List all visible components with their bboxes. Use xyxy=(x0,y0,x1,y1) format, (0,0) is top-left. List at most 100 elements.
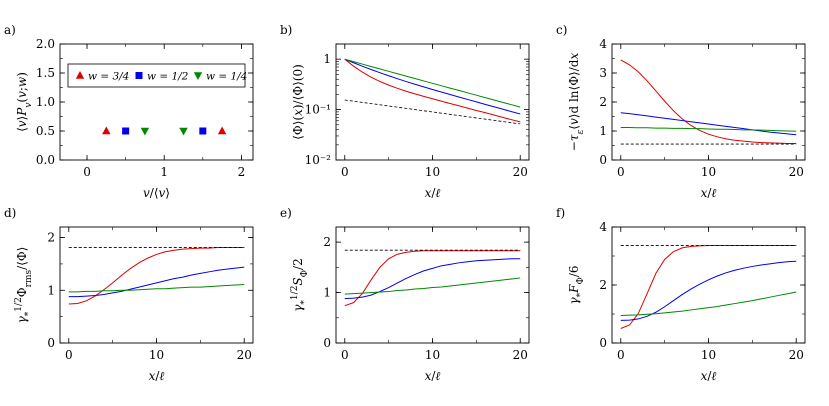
y-axis-label: γ*FΦ/6 xyxy=(567,265,586,304)
x-axis-label: x/ℓ xyxy=(149,369,165,383)
y-tick-label: 0 xyxy=(599,153,607,167)
panel-d: d) 0 10 20 0 1 2 x/ℓ γ*1/2Φrms/⟨Φ⟩ xyxy=(4,206,254,383)
x-axis-label: x/ℓ xyxy=(701,369,717,383)
x-axis-label: x/ℓ xyxy=(425,186,441,200)
label-part: ⟨ xyxy=(567,125,581,130)
y-tick-label: 0 xyxy=(599,336,607,350)
data-point-square xyxy=(122,127,130,135)
legend-marker-square xyxy=(135,72,143,79)
series-line-w-1-2 xyxy=(344,258,521,300)
label-part: /2 xyxy=(291,258,305,270)
series-line-w-1-2 xyxy=(620,112,797,136)
label-part: x xyxy=(701,186,708,200)
y-axis-label: −τε⟨v⟩d ln⟨Φ⟩/dx xyxy=(567,53,586,152)
x-tick-label: 0 xyxy=(65,348,73,362)
y-tick-label: 1 xyxy=(323,286,331,300)
label-part: /⟨Φ⟩ xyxy=(15,247,29,270)
series-line-w-1-2 xyxy=(344,58,521,115)
data-point-triangle-down xyxy=(140,127,150,136)
label-part: / xyxy=(707,186,712,200)
axes-frame xyxy=(611,226,806,344)
axes-frame xyxy=(59,43,254,161)
x-tick-label: 20 xyxy=(789,165,804,179)
panel-e: e) 0 10 20 0 1 2 x/ℓ γ*1/2SΦ/2 xyxy=(280,206,530,383)
x-axis-label: x/ℓ xyxy=(701,186,717,200)
label-part: ℓ xyxy=(435,186,440,200)
label-part: Φ xyxy=(300,270,310,277)
label-part: 1/2 xyxy=(290,286,300,300)
data-point-triangle-up xyxy=(217,126,227,135)
plot-area xyxy=(102,126,227,136)
legend-box xyxy=(67,63,246,88)
y-tick-label: 2 xyxy=(323,235,331,249)
label-part: P xyxy=(15,107,29,117)
legend-marker-triangle-down xyxy=(193,72,203,80)
x-tick-label: 20 xyxy=(513,348,528,362)
x-tick-label: 10 xyxy=(701,165,716,179)
label-part: v xyxy=(15,120,29,127)
label-part: rms xyxy=(24,270,34,288)
y-tick-label: 4 xyxy=(599,220,607,234)
y-axis-label: ⟨v⟩Pv(v;w) xyxy=(15,72,34,132)
panel-label: c) xyxy=(556,23,567,37)
label-part: w xyxy=(15,76,29,87)
label-part: x xyxy=(701,369,708,383)
plot-area xyxy=(620,245,797,329)
y-tick-label: 1.5 xyxy=(36,66,55,80)
label-part: v xyxy=(567,118,581,125)
x-tick-label: 1 xyxy=(160,165,168,179)
y-tick-label: 1 xyxy=(47,283,55,297)
panel-label: d) xyxy=(4,206,16,220)
panel-label: b) xyxy=(280,23,292,37)
series-line-w-3-4 xyxy=(620,59,797,144)
label-part: )/⟨Φ⟩(0) xyxy=(291,64,305,109)
data-point-square xyxy=(199,127,207,135)
label-part: x xyxy=(291,109,305,116)
y-tick-label: 2 xyxy=(47,231,55,245)
legend-label: w = 1/4 xyxy=(206,71,247,83)
label-part: / xyxy=(155,369,160,383)
x-tick-label: 20 xyxy=(789,348,804,362)
series-line-w-1-2 xyxy=(68,266,245,298)
label-part: /6 xyxy=(567,265,581,277)
y-tick-label: 0.0 xyxy=(36,153,55,167)
label-part: ) xyxy=(15,72,29,77)
x-tick-label: 20 xyxy=(237,348,252,362)
series-line-asymptote xyxy=(344,99,521,125)
label-part: F xyxy=(567,284,581,294)
y-tick-label: 0 xyxy=(47,336,55,350)
label-part: ε xyxy=(576,130,586,135)
label-part: ℓ xyxy=(711,369,716,383)
label-part: − xyxy=(567,141,581,151)
y-tick-label: 1.0 xyxy=(36,95,55,109)
series-line-w-3-4 xyxy=(344,58,521,123)
series-line-w-3-4 xyxy=(344,250,521,307)
label-part: v xyxy=(24,103,34,108)
label-part: ⟨Φ⟩( xyxy=(291,116,305,140)
label-part: ℓ xyxy=(435,369,440,383)
label-part: v xyxy=(143,186,150,200)
x-tick-label: 2 xyxy=(238,165,246,179)
y-axis-label: γ*1/2Φrms/⟨Φ⟩ xyxy=(14,247,34,324)
label-part: ( xyxy=(15,98,29,103)
label-part: S xyxy=(291,277,305,285)
y-tick-label: 1 xyxy=(323,52,331,66)
label-part: v xyxy=(15,91,29,98)
plot-area xyxy=(68,247,245,305)
x-tick-label: 10 xyxy=(425,348,440,362)
plot-area xyxy=(344,58,521,125)
y-axis-label: γ*1/2SΦ/2 xyxy=(290,258,310,311)
label-part: / xyxy=(707,369,712,383)
data-point-triangle-up xyxy=(102,126,111,135)
plot-area xyxy=(344,249,521,307)
plot-area xyxy=(620,59,797,145)
data-point-triangle-down xyxy=(179,127,188,136)
y-tick-label: 2 xyxy=(599,95,607,109)
x-tick-label: 0 xyxy=(617,165,625,179)
legend-marker-triangle-up xyxy=(75,71,85,79)
label-part: ; xyxy=(15,87,29,91)
label-part: ⟩ xyxy=(15,116,29,121)
label-part: x xyxy=(567,53,581,60)
label-part: /⟨ xyxy=(150,186,159,200)
